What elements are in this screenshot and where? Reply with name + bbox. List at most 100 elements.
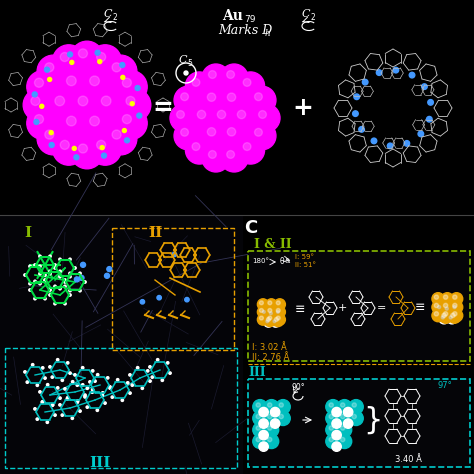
Circle shape <box>229 102 260 133</box>
Circle shape <box>340 438 345 442</box>
Circle shape <box>34 264 36 266</box>
Circle shape <box>332 430 341 440</box>
Circle shape <box>337 423 352 437</box>
Circle shape <box>71 41 103 73</box>
Circle shape <box>256 414 260 419</box>
Circle shape <box>418 131 424 137</box>
Circle shape <box>271 407 280 417</box>
Circle shape <box>111 396 113 398</box>
Circle shape <box>105 100 137 132</box>
Text: C: C <box>104 9 112 19</box>
Text: II: II <box>148 226 162 240</box>
Circle shape <box>82 383 84 386</box>
Circle shape <box>24 274 26 276</box>
Circle shape <box>76 384 79 386</box>
Circle shape <box>259 309 264 312</box>
Circle shape <box>79 290 81 292</box>
Circle shape <box>354 94 359 100</box>
Circle shape <box>441 301 454 313</box>
Circle shape <box>267 426 272 430</box>
Circle shape <box>91 391 93 393</box>
Circle shape <box>69 258 71 261</box>
Circle shape <box>253 423 267 437</box>
Circle shape <box>118 89 151 121</box>
Circle shape <box>122 128 127 133</box>
Circle shape <box>48 77 52 82</box>
Circle shape <box>49 131 53 135</box>
Circle shape <box>202 144 230 172</box>
Circle shape <box>271 318 280 327</box>
Circle shape <box>450 292 463 305</box>
Circle shape <box>92 87 128 123</box>
Circle shape <box>51 376 54 378</box>
Circle shape <box>340 426 345 430</box>
Circle shape <box>149 366 151 368</box>
Text: C: C <box>179 55 187 65</box>
Circle shape <box>259 110 266 118</box>
Circle shape <box>453 312 457 316</box>
Text: 97°: 97° <box>438 381 453 390</box>
Circle shape <box>441 310 454 322</box>
Circle shape <box>211 73 239 101</box>
Circle shape <box>264 400 279 414</box>
Circle shape <box>92 118 124 150</box>
Circle shape <box>34 119 39 125</box>
Circle shape <box>157 295 161 300</box>
Circle shape <box>442 313 446 318</box>
Text: +: + <box>337 303 346 313</box>
Circle shape <box>112 130 121 139</box>
Text: ≡: ≡ <box>415 301 425 315</box>
Circle shape <box>332 442 341 451</box>
Circle shape <box>32 92 37 97</box>
Circle shape <box>266 306 277 318</box>
Circle shape <box>107 266 112 272</box>
Circle shape <box>126 96 135 106</box>
Circle shape <box>177 110 184 118</box>
Circle shape <box>109 386 111 388</box>
Circle shape <box>200 120 230 151</box>
Circle shape <box>229 79 257 107</box>
Text: 2: 2 <box>310 12 315 21</box>
Circle shape <box>362 79 368 85</box>
Circle shape <box>127 382 129 384</box>
Circle shape <box>329 438 333 442</box>
Circle shape <box>268 309 272 312</box>
Circle shape <box>49 273 51 275</box>
Circle shape <box>264 411 279 426</box>
Text: Marks D: Marks D <box>218 24 272 36</box>
Circle shape <box>60 140 69 149</box>
Circle shape <box>182 94 210 122</box>
Circle shape <box>104 402 106 404</box>
Circle shape <box>61 414 64 416</box>
Circle shape <box>82 366 84 369</box>
Circle shape <box>29 289 31 291</box>
Circle shape <box>45 63 54 72</box>
Circle shape <box>264 318 273 327</box>
Circle shape <box>122 78 131 87</box>
FancyBboxPatch shape <box>248 251 470 361</box>
Circle shape <box>441 292 454 305</box>
Circle shape <box>46 421 48 423</box>
Circle shape <box>74 267 76 269</box>
Text: 5: 5 <box>188 58 192 67</box>
Circle shape <box>448 311 461 323</box>
Circle shape <box>137 113 142 118</box>
Circle shape <box>130 102 134 106</box>
Circle shape <box>91 370 94 372</box>
Circle shape <box>393 67 399 73</box>
Circle shape <box>95 50 100 55</box>
Circle shape <box>100 146 104 150</box>
Circle shape <box>409 73 415 78</box>
Circle shape <box>36 384 38 386</box>
Circle shape <box>266 299 277 310</box>
Circle shape <box>174 86 202 114</box>
Text: III: III <box>89 456 111 470</box>
Circle shape <box>36 100 69 132</box>
Circle shape <box>81 107 117 143</box>
Circle shape <box>193 129 221 157</box>
Circle shape <box>266 318 270 321</box>
Text: II: 51°: II: 51° <box>295 262 316 268</box>
Circle shape <box>49 289 51 291</box>
Circle shape <box>237 110 246 118</box>
Circle shape <box>76 400 79 402</box>
